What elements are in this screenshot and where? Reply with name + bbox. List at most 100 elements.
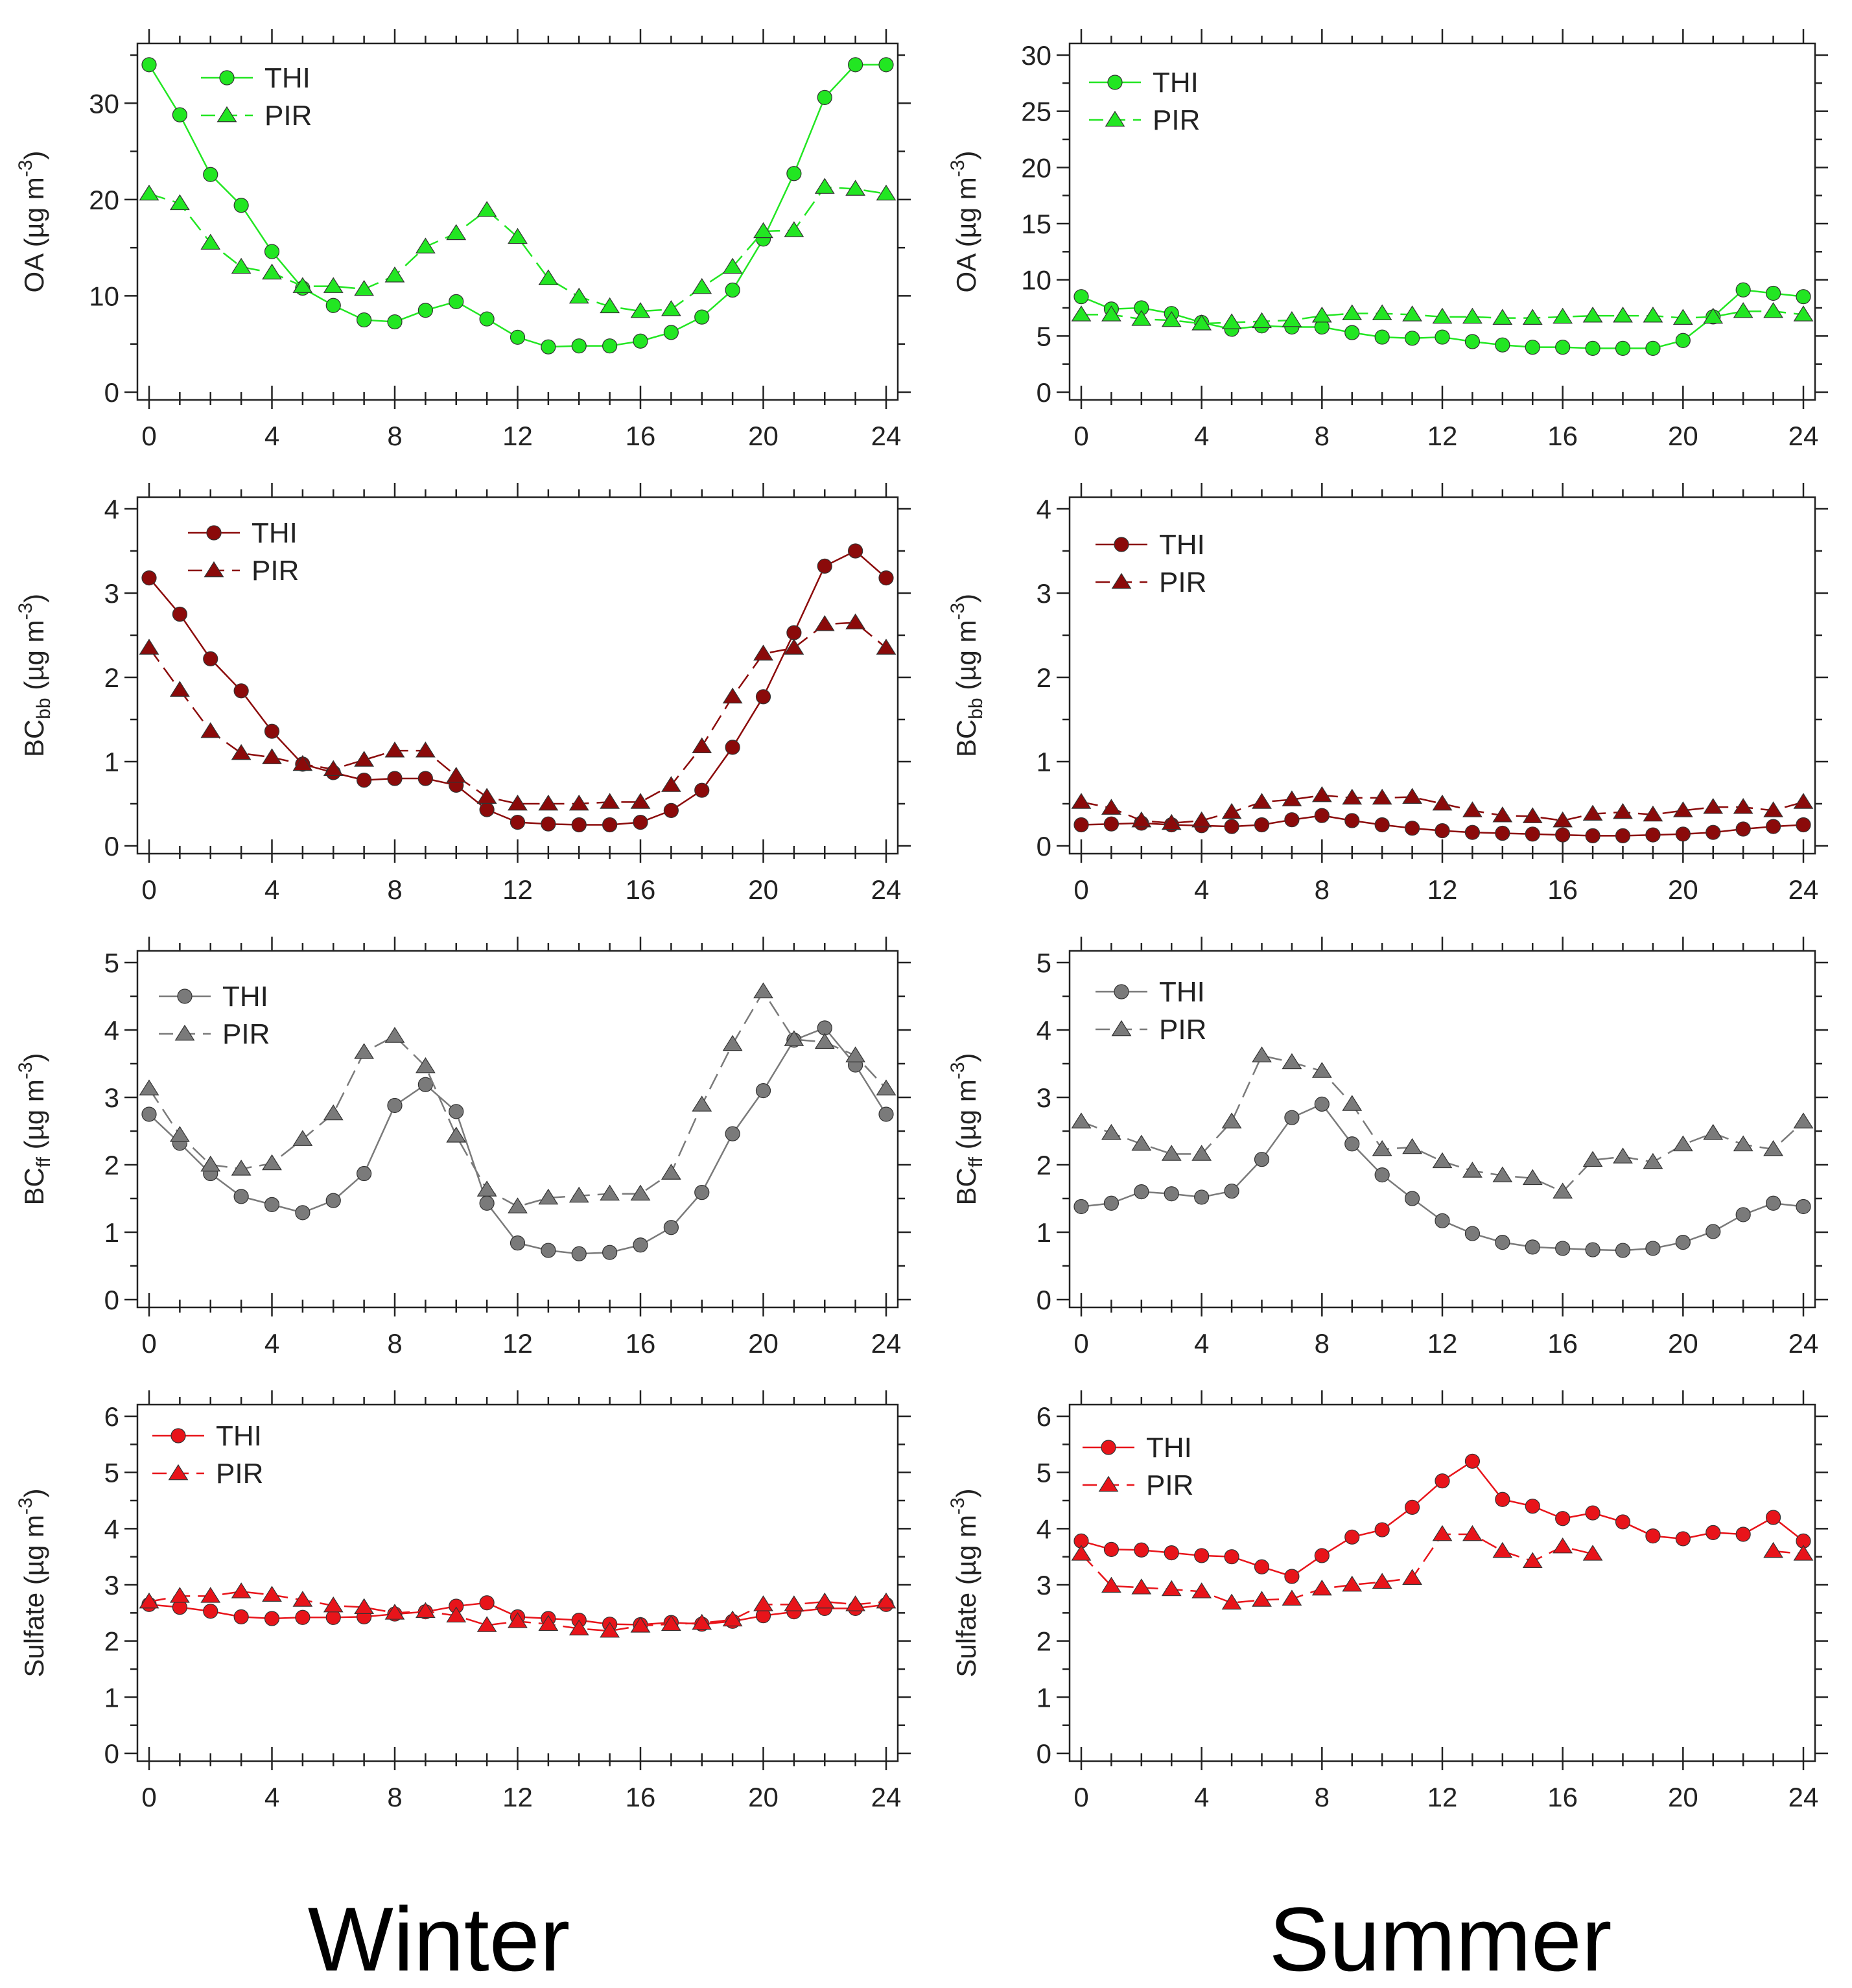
data-point-pir xyxy=(1252,312,1272,329)
data-point-pir xyxy=(784,1030,804,1046)
y-tick-label: 0 xyxy=(1037,1738,1051,1769)
data-point-pir xyxy=(1342,1575,1363,1592)
data-point-thi xyxy=(1103,1195,1119,1211)
data-point-pir xyxy=(1161,1580,1182,1596)
data-point-pir xyxy=(384,1604,405,1620)
x-tick-label: 8 xyxy=(1315,421,1330,451)
data-point-thi xyxy=(479,1195,495,1211)
x-tick-label: 0 xyxy=(1073,1328,1088,1359)
data-point-thi xyxy=(1464,824,1481,840)
y-tick-label: 20 xyxy=(1021,152,1051,183)
data-point-pir xyxy=(1432,794,1453,811)
y-axis-label: Sulfate (µg m-3) xyxy=(15,1488,49,1677)
data-point-pir xyxy=(415,237,436,254)
data-point-thi xyxy=(233,683,249,699)
legend-marker-pir xyxy=(1111,572,1132,589)
x-tick-label: 16 xyxy=(626,1328,656,1359)
data-point-pir xyxy=(169,681,190,697)
data-point-pir xyxy=(1131,1134,1152,1151)
data-point-pir xyxy=(1131,811,1152,828)
data-point-pir xyxy=(1221,313,1242,329)
data-point-pir xyxy=(630,1617,651,1633)
data-point-thi xyxy=(1224,1549,1239,1565)
data-point-pir xyxy=(1071,1112,1092,1128)
data-point-pir xyxy=(446,224,467,240)
data-point-thi xyxy=(541,1243,556,1258)
data-point-thi xyxy=(633,333,648,349)
data-point-pir xyxy=(1071,1545,1092,1561)
data-point-thi xyxy=(1435,1213,1450,1228)
y-tick-label: 5 xyxy=(1037,948,1051,978)
data-point-thi xyxy=(357,772,372,788)
data-point-thi xyxy=(1254,817,1270,833)
data-point-thi xyxy=(1585,1242,1600,1257)
series-pir xyxy=(139,178,897,318)
x-tick-label: 20 xyxy=(748,1328,779,1359)
data-point-thi xyxy=(264,1197,280,1212)
y-tick-label: 1 xyxy=(1037,1217,1051,1248)
data-point-pir xyxy=(1311,786,1332,802)
data-point-pir xyxy=(354,1598,375,1615)
data-point-pir xyxy=(1462,1525,1483,1541)
y-tick-label: 0 xyxy=(104,1285,119,1315)
data-point-pir xyxy=(1793,1545,1814,1561)
data-point-thi xyxy=(1585,340,1600,357)
y-tick-label: 1 xyxy=(104,747,119,777)
data-point-thi xyxy=(1314,1096,1330,1112)
data-point-pir xyxy=(1161,1145,1182,1161)
data-point-pir xyxy=(1793,305,1814,322)
data-point-thi xyxy=(1735,1526,1751,1542)
data-point-pir xyxy=(1161,310,1182,327)
data-point-thi xyxy=(1103,816,1119,832)
data-point-pir xyxy=(1432,307,1453,324)
data-point-pir xyxy=(139,1592,159,1609)
data-point-pir xyxy=(538,794,559,811)
data-point-pir xyxy=(231,743,252,760)
data-point-pir xyxy=(1462,801,1483,817)
x-tick-label: 0 xyxy=(141,874,156,905)
data-point-thi xyxy=(786,166,802,181)
data-point-thi xyxy=(325,1609,341,1625)
data-point-thi xyxy=(571,1246,587,1261)
x-tick-label: 12 xyxy=(1427,874,1458,905)
data-point-pir xyxy=(1311,1579,1332,1596)
data-point-pir xyxy=(1342,788,1363,805)
data-point-thi xyxy=(878,57,894,73)
data-point-pir xyxy=(1191,1582,1212,1598)
data-point-pir xyxy=(1252,793,1272,809)
data-point-pir xyxy=(323,1596,344,1613)
legend-marker-pir xyxy=(204,561,224,578)
data-point-thi xyxy=(1675,333,1691,348)
data-point-thi xyxy=(325,1193,341,1208)
data-point-thi xyxy=(1284,812,1300,828)
data-point-pir xyxy=(231,257,252,274)
data-point-thi xyxy=(1705,1224,1721,1239)
data-point-pir xyxy=(200,1155,221,1172)
data-point-pir xyxy=(814,1033,835,1049)
data-point-pir xyxy=(1582,804,1603,821)
data-point-thi xyxy=(1645,1528,1661,1544)
data-point-pir xyxy=(1672,309,1693,325)
data-point-pir xyxy=(1733,302,1753,318)
data-point-pir xyxy=(1553,1182,1573,1199)
data-point-thi xyxy=(1164,1186,1179,1202)
legend: THI PIR xyxy=(188,517,299,587)
legend-label-thi: THI xyxy=(1159,529,1205,561)
data-point-pir xyxy=(568,794,589,811)
legend: THI PIR xyxy=(1096,529,1206,598)
data-point-thi xyxy=(1134,1542,1149,1558)
data-point-pir xyxy=(1252,1591,1272,1607)
data-point-thi xyxy=(1735,282,1751,298)
data-point-pir xyxy=(1553,811,1573,828)
panel-oa-summer: 0 4 8 12 16 20 24 0 5 10 15 20 25 30 OA (µg m-3) THI PIR xyxy=(947,29,1828,451)
data-point-pir xyxy=(169,194,190,211)
data-point-pir xyxy=(1402,1138,1422,1154)
data-point-thi xyxy=(295,1609,311,1625)
data-point-pir xyxy=(753,222,773,239)
data-point-pir xyxy=(600,1621,620,1638)
data-point-thi xyxy=(725,1126,740,1141)
x-tick-label: 0 xyxy=(141,421,156,451)
data-point-thi xyxy=(1615,1514,1631,1530)
data-point-thi xyxy=(1525,1239,1540,1255)
